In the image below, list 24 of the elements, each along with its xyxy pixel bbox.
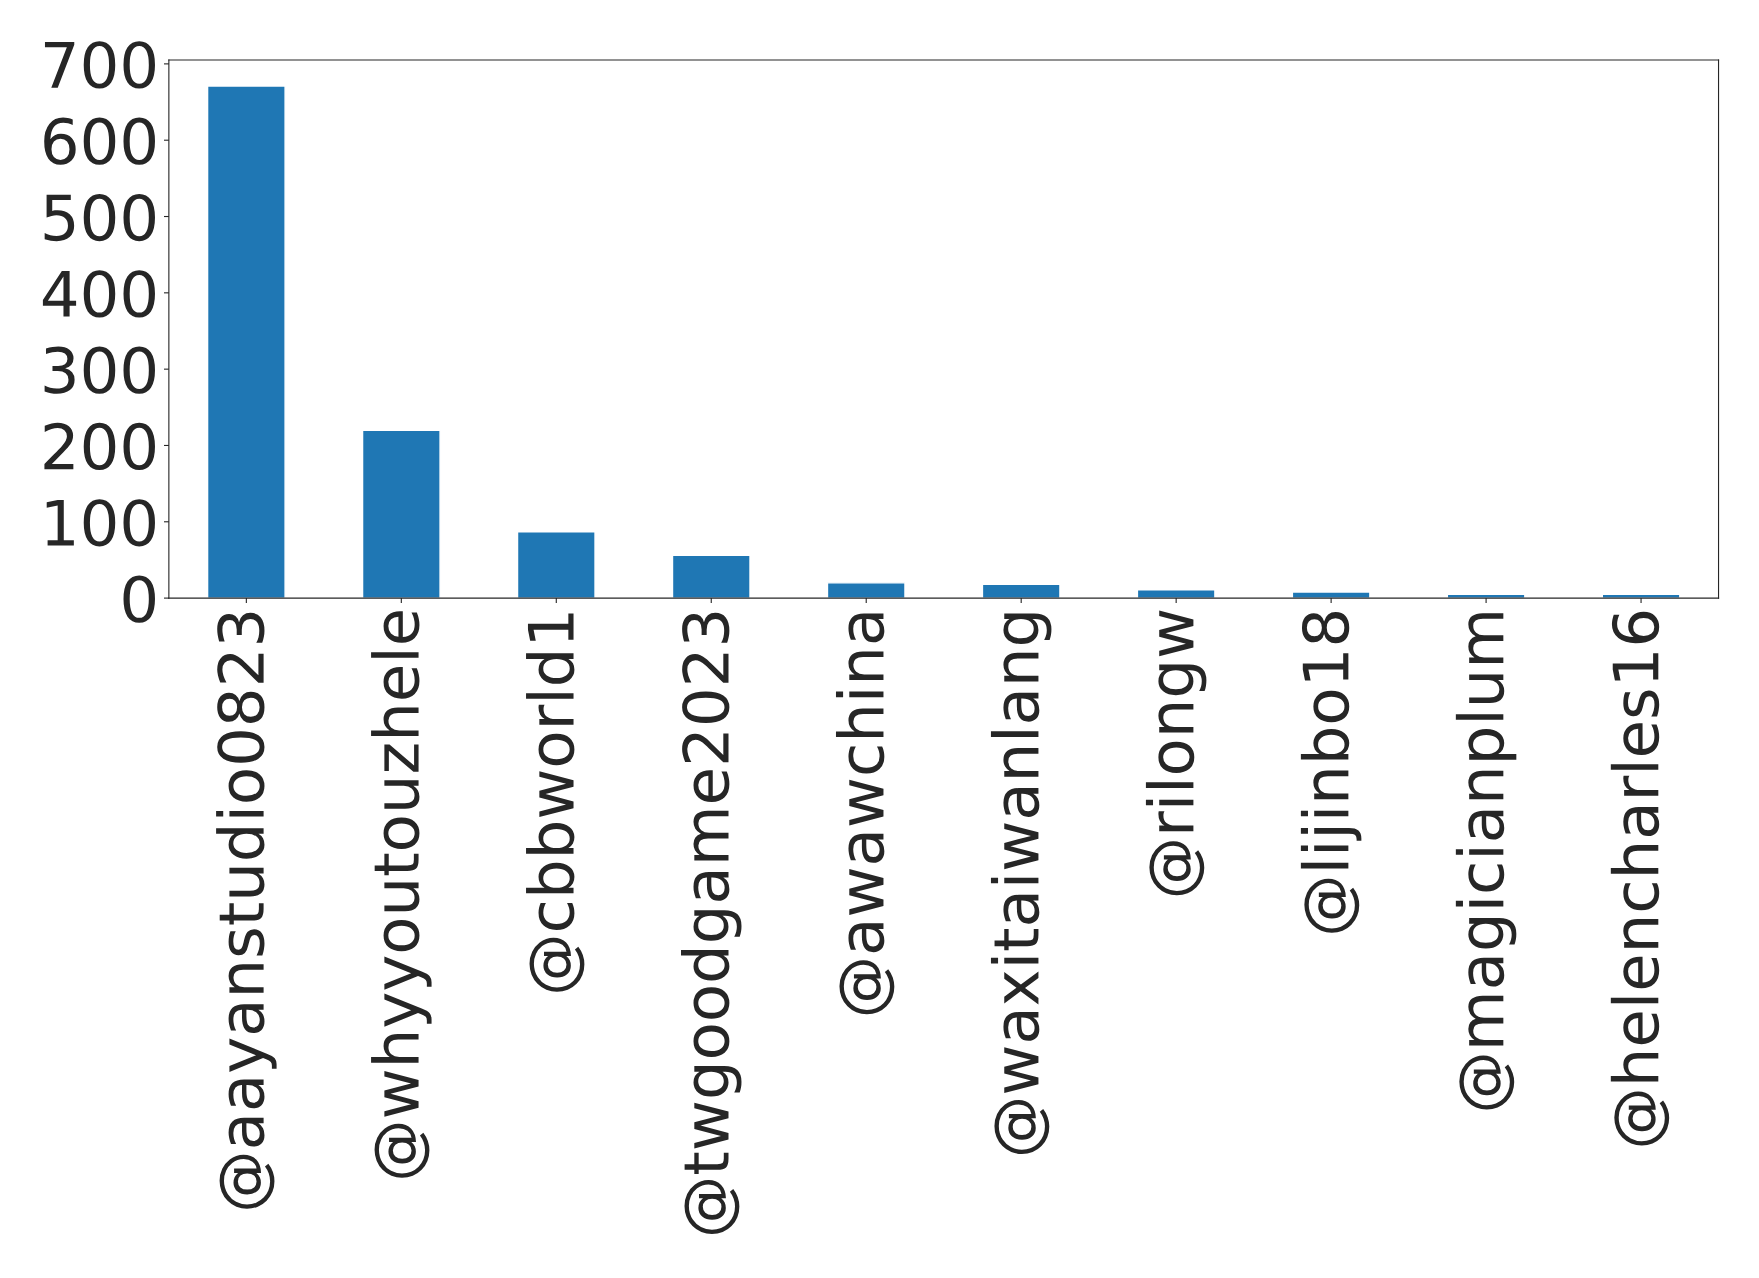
y-tick-label: 400 [42, 270, 155, 318]
y-tick-label: 600 [44, 117, 155, 165]
bar [516, 531, 596, 599]
bar [361, 429, 441, 599]
y-tick-label: 700 [44, 41, 155, 89]
x-tick-label: @cbbworld1 [526, 613, 585, 992]
y-tick-label: 300 [44, 346, 155, 394]
x-tick-label: @lijinbo18 [1300, 612, 1362, 933]
y-tick-label: 500 [44, 193, 155, 242]
y-tick-label: 0 [123, 575, 155, 623]
x-tick-label: @aayanstudio0823 [216, 612, 277, 1209]
bar [206, 85, 286, 599]
y-tick-label: 100 [46, 499, 155, 547]
x-tick-label: @awawchina [835, 613, 895, 1015]
x-tick-label: @twgoodgame2023 [681, 612, 742, 1235]
bar [981, 583, 1061, 599]
bar [826, 582, 906, 599]
bar [671, 554, 751, 599]
x-tick-label: @helencharles16 [1610, 611, 1670, 1146]
x-tick-label: @rilongw [1145, 610, 1207, 896]
x-tick-label: @waxitaiwanlang [990, 613, 1052, 1155]
y-tick-label: 200 [44, 422, 155, 471]
x-tick-label: @magicianplum [1455, 613, 1517, 1110]
x-tick-label: @whyyoutouzhele [371, 611, 432, 1178]
